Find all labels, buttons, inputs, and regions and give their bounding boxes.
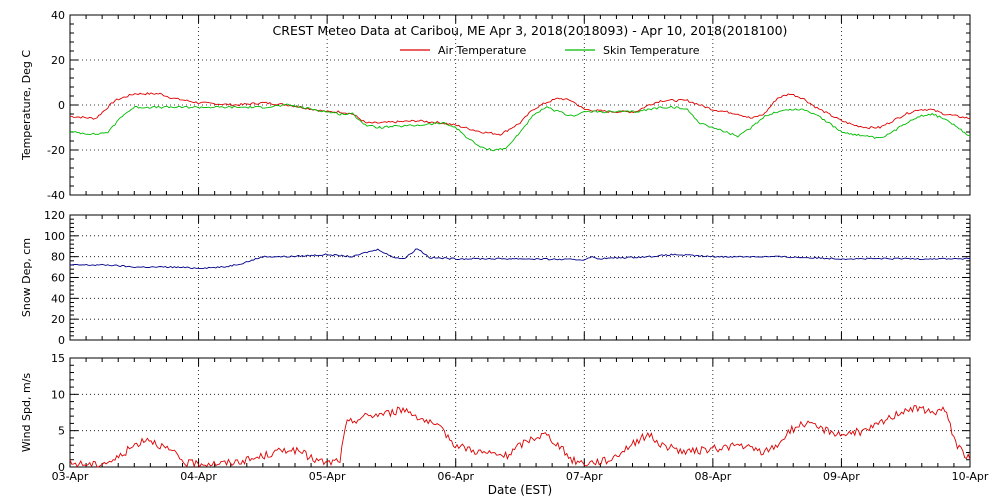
legend: Air Temperature Skin Temperature: [400, 44, 700, 57]
series-line-snow: [69, 248, 971, 270]
panel-snow: 0 20 40 60 80 100 120 Snow Dep, cm: [20, 209, 971, 347]
x-tick-label: 07-Apr: [566, 470, 603, 483]
x-tick-label: 10-Apr: [952, 470, 989, 483]
y-tick-label: 0: [58, 334, 65, 347]
x-tick-label: 04-Apr: [180, 470, 217, 483]
y-tick-label: 40: [51, 9, 65, 22]
y-tick-label: 60: [51, 272, 65, 285]
y-tick-label: 20: [51, 313, 65, 326]
y-tick-label: 0: [58, 461, 65, 474]
x-tick-label: 09-Apr: [823, 470, 860, 483]
x-tick-label: 05-Apr: [309, 470, 346, 483]
panel-temperature: -40 -20 0 20 40 Temperature, Deg C: [20, 9, 971, 202]
series-line-skin-temperature: [69, 103, 970, 152]
x-axis-label: Date (EST): [488, 483, 552, 497]
y-tick-label: 100: [44, 230, 65, 243]
x-tick-label: 03-Apr: [52, 470, 89, 483]
chart-title: CREST Meteo Data at Caribou, ME Apr 3, 2…: [273, 23, 788, 38]
x-tick-label: 08-Apr: [694, 470, 731, 483]
y-tick-label: 5: [58, 425, 65, 438]
x-tick-label: 06-Apr: [437, 470, 474, 483]
y-axis-label: Snow Dep, cm: [20, 238, 33, 317]
y-tick-label: 10: [51, 388, 65, 401]
y-tick-label: 40: [51, 292, 65, 305]
legend-label: Skin Temperature: [603, 44, 700, 57]
y-tick-label: 120: [44, 209, 65, 222]
y-tick-label: 80: [51, 251, 65, 264]
y-tick-label: -40: [47, 189, 65, 202]
y-tick-label: -20: [47, 144, 65, 157]
panel-frame: [69, 357, 971, 468]
series-line-air-temperature: [70, 92, 971, 136]
panel-wind: 0 5 10 15 Wind Spd, m/s: [20, 352, 971, 474]
panels: -40 -20 0 20 40 Temperature, Deg C 0 20 40 60 80 10…: [20, 9, 971, 474]
x-axis: 03-Apr 04-Apr 05-Apr 06-Apr 07-Apr 08-Apr 09-A…: [52, 470, 989, 483]
y-axis-label: Wind Spd, m/s: [20, 373, 33, 453]
y-tick-label: 15: [51, 352, 65, 365]
y-tick-label: 20: [51, 54, 65, 67]
legend-label: Air Temperature: [438, 44, 527, 57]
y-tick-label: 0: [58, 99, 65, 112]
y-axis-label: Temperature, Deg C: [20, 50, 33, 161]
series-line-wind: [69, 405, 971, 469]
